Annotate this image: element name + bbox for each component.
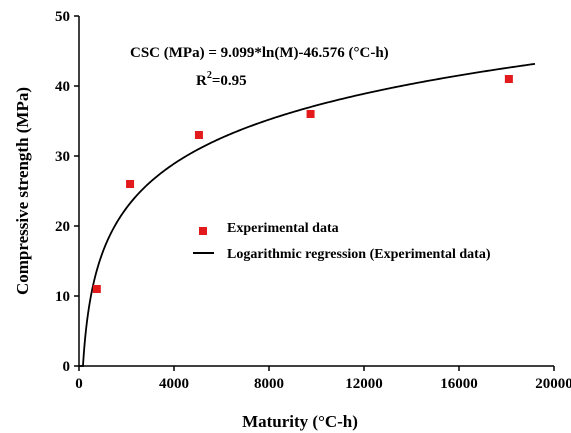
regression-line — [79, 62, 536, 367]
x-axis-title: Maturity (°C-h) — [242, 412, 358, 431]
equation-text: CSC (MPa) = 9.099*ln(M)-46.576 (°C-h) — [130, 45, 389, 61]
data-point — [194, 131, 203, 139]
x-tick-label: 4000 — [159, 376, 189, 392]
x-ticks: 0 4000 8000 12000 16000 20000 — [75, 366, 571, 392]
data-point — [92, 285, 101, 293]
x-tick-label: 20000 — [535, 376, 571, 392]
x-tick-label: 8000 — [254, 376, 284, 392]
y-tick-label: 50 — [55, 9, 70, 25]
legend: Experimental data Logarithmic regression… — [193, 221, 491, 262]
y-tick-label: 30 — [55, 149, 70, 165]
legend-marker-experimental — [199, 227, 207, 235]
y-ticks: 0 10 20 30 40 50 — [55, 9, 79, 375]
legend-label-regression: Logarithmic regression (Experimental dat… — [227, 247, 491, 262]
y-tick-label: 20 — [55, 219, 70, 235]
data-points — [92, 75, 513, 293]
y-tick-label: 0 — [63, 359, 71, 375]
data-point — [504, 75, 513, 83]
y-tick-label: 10 — [55, 289, 70, 305]
y-axis-title: Compressive strength (MPa) — [13, 87, 32, 295]
data-point — [126, 180, 135, 188]
r-squared-label: R — [196, 73, 207, 89]
legend-label-experimental: Experimental data — [227, 221, 339, 236]
r-squared-value: =0.95 — [212, 73, 247, 89]
x-tick-label: 0 — [75, 376, 83, 392]
data-point — [306, 110, 315, 118]
r-squared-text: R2=0.95 — [196, 70, 247, 89]
y-tick-label: 40 — [55, 79, 70, 95]
x-tick-label: 12000 — [345, 376, 383, 392]
x-tick-label: 16000 — [440, 376, 478, 392]
r-squared-superscript: 2 — [207, 70, 212, 81]
